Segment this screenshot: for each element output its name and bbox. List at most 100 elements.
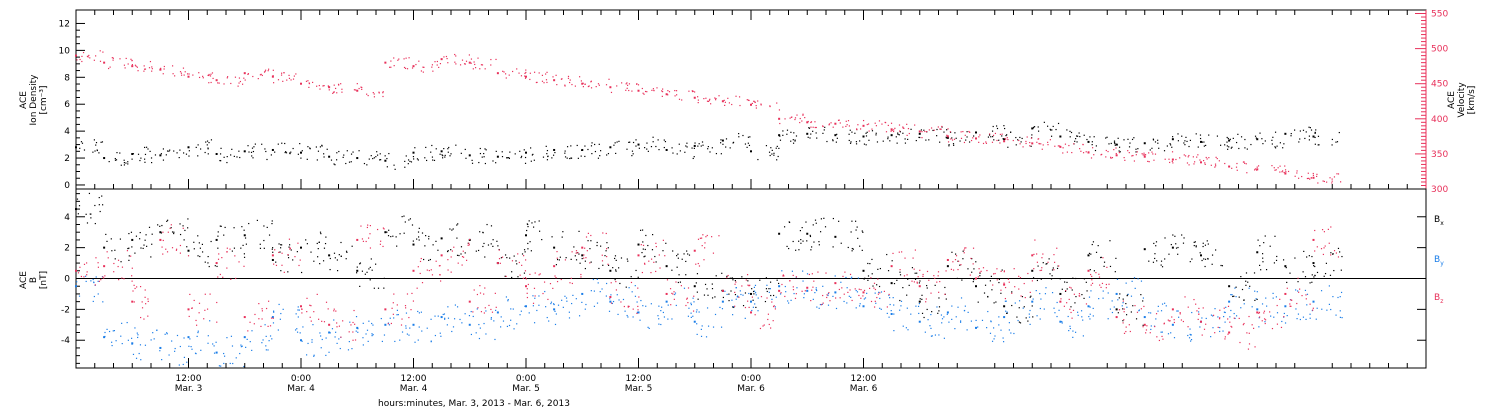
density-point [778, 134, 781, 137]
b-sample [522, 255, 525, 257]
b-sample [345, 250, 348, 252]
b-sample [161, 359, 163, 361]
b-sample [550, 301, 553, 303]
b-sample [193, 241, 195, 243]
b-sample [960, 264, 962, 266]
b-sample [863, 298, 865, 300]
b-sample [1102, 297, 1104, 299]
velocity-sample [1064, 143, 1067, 145]
b-sample [299, 259, 301, 261]
b-point [356, 238, 359, 241]
b-sample [1004, 300, 1007, 302]
b-sample [485, 310, 487, 312]
b-sample [951, 318, 953, 320]
b-sample [387, 323, 389, 325]
velocity-sample [415, 63, 417, 66]
b-sample [566, 300, 568, 302]
b-sample [705, 336, 708, 338]
velocity-sample [810, 126, 812, 128]
velocity-sample [160, 67, 162, 69]
b-sample [803, 293, 805, 295]
b-sample [355, 316, 358, 318]
velocity-sample [1054, 145, 1056, 147]
density-sample [808, 127, 810, 129]
velocity-point [243, 72, 246, 75]
b-sample [1042, 253, 1044, 255]
b-sample [434, 334, 437, 337]
b-sample [143, 244, 145, 246]
b-sample [98, 280, 101, 282]
b-sample [118, 279, 120, 281]
b-sample [899, 269, 901, 271]
b-sample [677, 257, 679, 259]
b-point [553, 265, 556, 268]
b-sample [926, 287, 928, 289]
velocity-sample [308, 83, 311, 85]
b-sample [220, 225, 222, 227]
b-sample [727, 274, 729, 277]
b-sample [1157, 305, 1159, 307]
b-sample [1322, 253, 1325, 256]
velocity-sample [996, 139, 998, 142]
velocity-sample [212, 77, 214, 80]
b-sample [1339, 310, 1341, 312]
velocity-sample [1340, 181, 1342, 183]
velocity-sample [529, 78, 531, 81]
b-sample [677, 253, 679, 255]
b-sample [1333, 250, 1336, 252]
density-sample [738, 136, 740, 138]
b-sample [435, 240, 437, 242]
b-sample [175, 249, 178, 251]
velocity-sample [123, 64, 126, 66]
b-sample [917, 305, 920, 308]
b-sample [381, 340, 383, 343]
density-sample [547, 155, 549, 157]
density-sample [481, 156, 483, 158]
density-sample [1183, 142, 1185, 144]
b-sample [671, 292, 673, 294]
b-sample [1002, 341, 1005, 343]
density-sample [348, 161, 351, 163]
density-sample [145, 146, 148, 148]
density-point [468, 154, 471, 157]
b-sample [333, 319, 335, 321]
density-sample [635, 145, 637, 147]
b-sample [338, 254, 340, 256]
b-sample [417, 236, 420, 238]
b-point [1312, 300, 1315, 303]
b-sample [851, 276, 853, 278]
b-sample [1202, 242, 1204, 244]
velocity-sample [373, 93, 375, 95]
b-sample [873, 282, 876, 284]
b-sample [609, 298, 611, 300]
b-sample [937, 275, 939, 277]
b-sample [111, 250, 113, 252]
b-sample [813, 241, 815, 243]
velocity-sample [1284, 165, 1286, 167]
b-point [946, 258, 949, 261]
velocity-sample [93, 59, 95, 61]
density-sample [1114, 142, 1116, 145]
velocity-sample [1215, 156, 1217, 158]
b-sample [800, 238, 802, 241]
velocity-sample [247, 73, 249, 76]
b-sample [1191, 311, 1193, 314]
b-sample [835, 297, 837, 299]
b-sample [97, 293, 99, 295]
density-sample [569, 157, 571, 160]
b-sample [1154, 325, 1156, 328]
density-sample [1091, 141, 1093, 143]
velocity-sample [903, 127, 905, 129]
b-sample [1019, 277, 1022, 279]
b-point [1284, 265, 1287, 268]
b-sample [1100, 286, 1102, 288]
density-sample [506, 157, 508, 159]
b-sample [590, 290, 592, 292]
b-sample [998, 324, 1000, 326]
b-sample [168, 354, 170, 356]
b-sample [1227, 318, 1229, 320]
velocity-tick-label: 300 [1431, 185, 1448, 195]
b-sample [322, 260, 325, 262]
b-point [581, 254, 584, 257]
velocity-sample [1275, 169, 1277, 171]
